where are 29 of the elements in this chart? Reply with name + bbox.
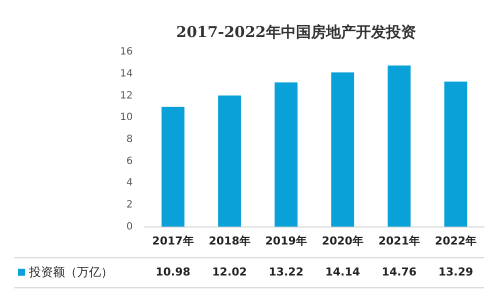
legend-label: 投资额（万亿） xyxy=(28,264,113,279)
y-tick-label: 0 xyxy=(126,221,133,232)
y-tick-label: 12 xyxy=(120,90,133,102)
data-label: 14.76 xyxy=(382,266,417,279)
data-label: 13.22 xyxy=(268,266,304,279)
y-tick-label: 14 xyxy=(120,68,133,80)
y-tick-label: 6 xyxy=(126,156,133,167)
data-label: 10.98 xyxy=(156,266,190,279)
data-label: 12.02 xyxy=(212,266,247,279)
x-tick-label: 2018年 xyxy=(208,234,250,248)
y-tick-label: 4 xyxy=(126,178,133,189)
y-tick-label: 16 xyxy=(120,46,133,58)
x-tick-label: 2020年 xyxy=(322,234,364,248)
data-label: 13.29 xyxy=(438,266,474,279)
x-tick-label: 2022年 xyxy=(434,234,477,248)
bar xyxy=(331,72,354,227)
x-tick-label: 2017年 xyxy=(152,234,194,248)
x-tick-label: 2019年 xyxy=(265,234,307,248)
bar xyxy=(388,66,411,227)
bar xyxy=(218,95,241,227)
data-label: 14.14 xyxy=(325,266,360,279)
x-tick-label: 2021年 xyxy=(378,234,420,248)
y-tick-label: 8 xyxy=(126,134,133,145)
y-tick-label: 10 xyxy=(120,112,133,124)
bar xyxy=(444,82,468,227)
bar xyxy=(274,82,298,227)
y-tick-label: 2 xyxy=(126,200,133,211)
chart-title: 2017-2022年中国房地产开发投资 xyxy=(176,22,416,41)
bar xyxy=(162,106,184,227)
